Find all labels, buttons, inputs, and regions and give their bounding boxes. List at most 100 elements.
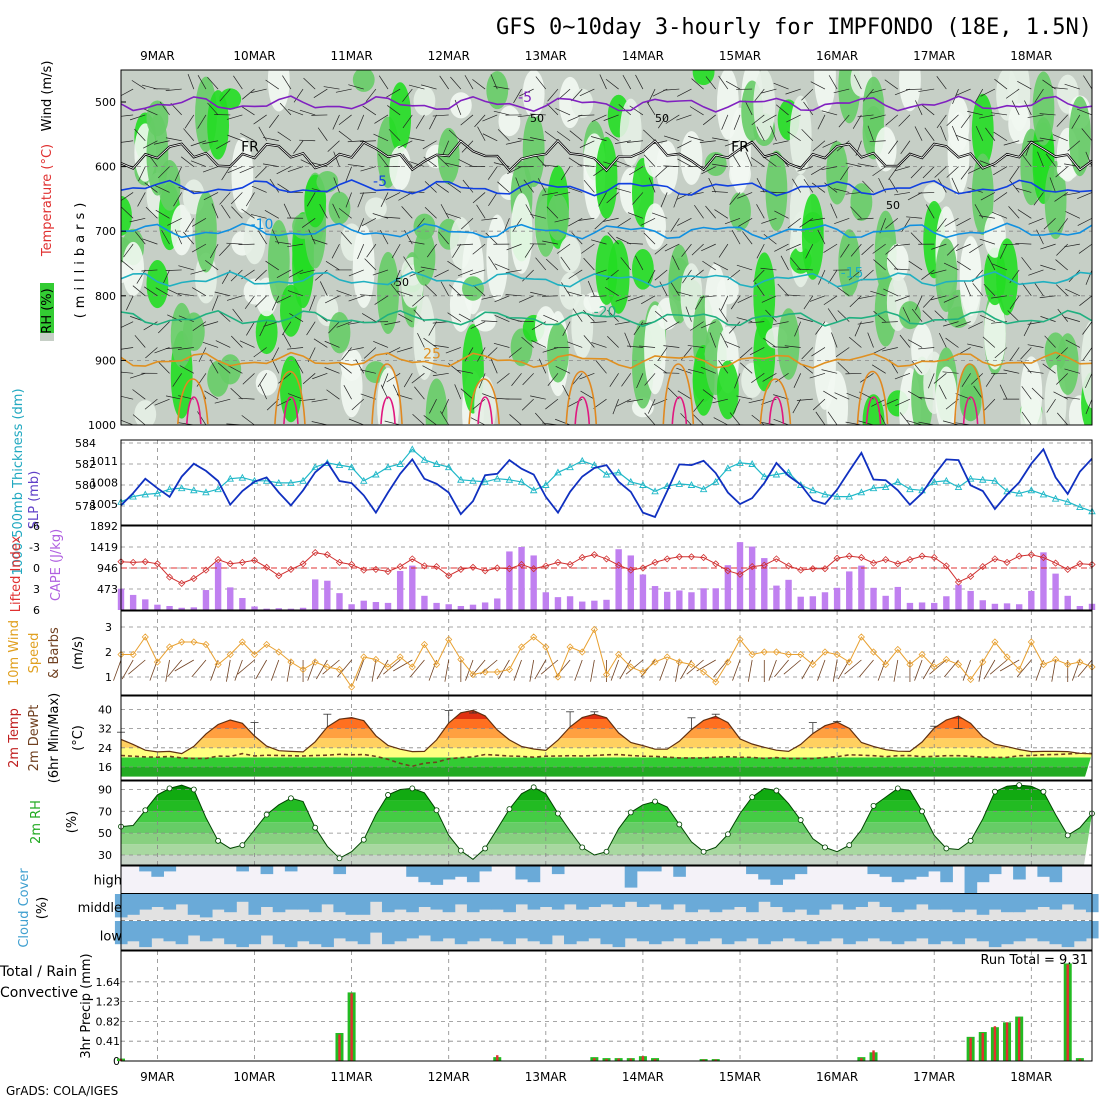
wind-barb [343, 385, 352, 400]
wind-frame [120, 610, 1093, 696]
surface-wind-barb [859, 659, 874, 678]
wind-barb [440, 204, 450, 219]
rh-point [822, 844, 828, 851]
wind-barb [474, 114, 486, 128]
wind-barb [655, 166, 668, 178]
wind-barb [403, 256, 413, 271]
cloud-bar [539, 894, 553, 907]
li-point [869, 559, 878, 567]
rh-blob [753, 70, 776, 141]
wind-barb [812, 140, 826, 152]
li-point [687, 553, 696, 561]
wind-barb [762, 114, 777, 124]
rh-blob [352, 70, 375, 92]
wind-barb [442, 140, 450, 156]
li-point [445, 572, 453, 580]
wind-barb [1046, 398, 1056, 413]
wind-barb [653, 363, 668, 374]
wind-barb [596, 360, 607, 374]
rh-contour-label: 50 [530, 112, 544, 125]
wind-speed-point [760, 648, 768, 656]
wind-barb [445, 162, 461, 167]
wind-barb [872, 166, 886, 177]
wind-speed-point [590, 625, 598, 634]
date-label-top: 13MAR [525, 49, 567, 63]
rh-point [433, 807, 440, 814]
thickness-point [833, 492, 841, 500]
date-label-bottom: 10MAR [233, 1070, 275, 1084]
wind-barb [840, 166, 850, 181]
wind-barb [925, 204, 935, 219]
rh-blob [801, 193, 824, 280]
li-point [736, 570, 744, 578]
rh-tick-label: 70 [98, 805, 112, 818]
wind-speed-point [226, 650, 234, 659]
li-point [348, 560, 356, 569]
wind-barb [815, 411, 826, 425]
cloud-bar [1061, 921, 1075, 948]
wind-barb [268, 114, 280, 128]
cape-bar [129, 594, 137, 610]
precip-legend-total: Total / Rain [0, 964, 77, 980]
wind-barb [705, 205, 717, 219]
wind-barb [736, 395, 753, 400]
wind-barb [323, 86, 340, 90]
rh-blob [316, 171, 339, 193]
temp-axis-label-c: (6hr Min/Max) [47, 693, 62, 783]
wind-barb [993, 166, 1008, 176]
wind-barb [763, 233, 777, 245]
wind-barb [906, 216, 923, 219]
wind-barb [624, 332, 632, 348]
cloud-bar [721, 894, 735, 910]
wind-barb [217, 424, 219, 425]
wind-barb [456, 243, 474, 246]
temp-tick-label: 24 [98, 742, 112, 755]
cloud-bar [284, 921, 298, 948]
wind-speed-point [360, 653, 368, 661]
wind-axis-label-c: & Barbs [47, 627, 62, 679]
cloud-bar [454, 921, 468, 945]
cloud-bar [636, 894, 650, 907]
cloud-bar [952, 921, 966, 945]
wind-barb [828, 75, 838, 90]
wind-barb [179, 365, 194, 374]
wind-barb [530, 291, 546, 297]
wind-barb [943, 321, 959, 327]
wind-barb [478, 373, 486, 389]
wind-barb [121, 192, 134, 202]
cloud-bar [903, 921, 917, 942]
wind-barb [675, 291, 692, 297]
wind-barb [556, 131, 571, 142]
rh-blob [219, 354, 242, 385]
wind-speed-point [408, 663, 416, 671]
cloud-bar [976, 921, 990, 942]
warm-isotherm [662, 363, 695, 425]
wind-barb [742, 231, 753, 245]
wind-barb [921, 104, 935, 116]
surface-wind-barb [167, 659, 182, 678]
wind-barb [121, 269, 122, 271]
precip-convective-bar [969, 1037, 972, 1061]
wind-speed-point [736, 635, 744, 644]
cloud-bar [175, 894, 189, 905]
wind-barb [603, 114, 619, 121]
wind-barb [821, 369, 838, 374]
wind-barb [671, 255, 680, 271]
wind-barb [724, 217, 741, 225]
wind-barb [134, 231, 146, 245]
thickness-point [311, 463, 319, 471]
wind-barb [167, 288, 182, 297]
cloud-bar [260, 894, 274, 907]
precip-legend-convective: Convective [0, 985, 78, 1001]
li-point [918, 552, 926, 560]
surface-wind-barb [529, 659, 535, 682]
wind-speed-point [700, 668, 708, 676]
wind-barb [797, 166, 813, 172]
thickness-point [845, 492, 854, 500]
wind-barb [955, 321, 971, 328]
wind-barb [770, 125, 777, 141]
wind-barb [460, 388, 474, 400]
cloud-bar [770, 866, 783, 885]
li-point [433, 563, 441, 571]
precip-convective-bar [1017, 1017, 1021, 1061]
